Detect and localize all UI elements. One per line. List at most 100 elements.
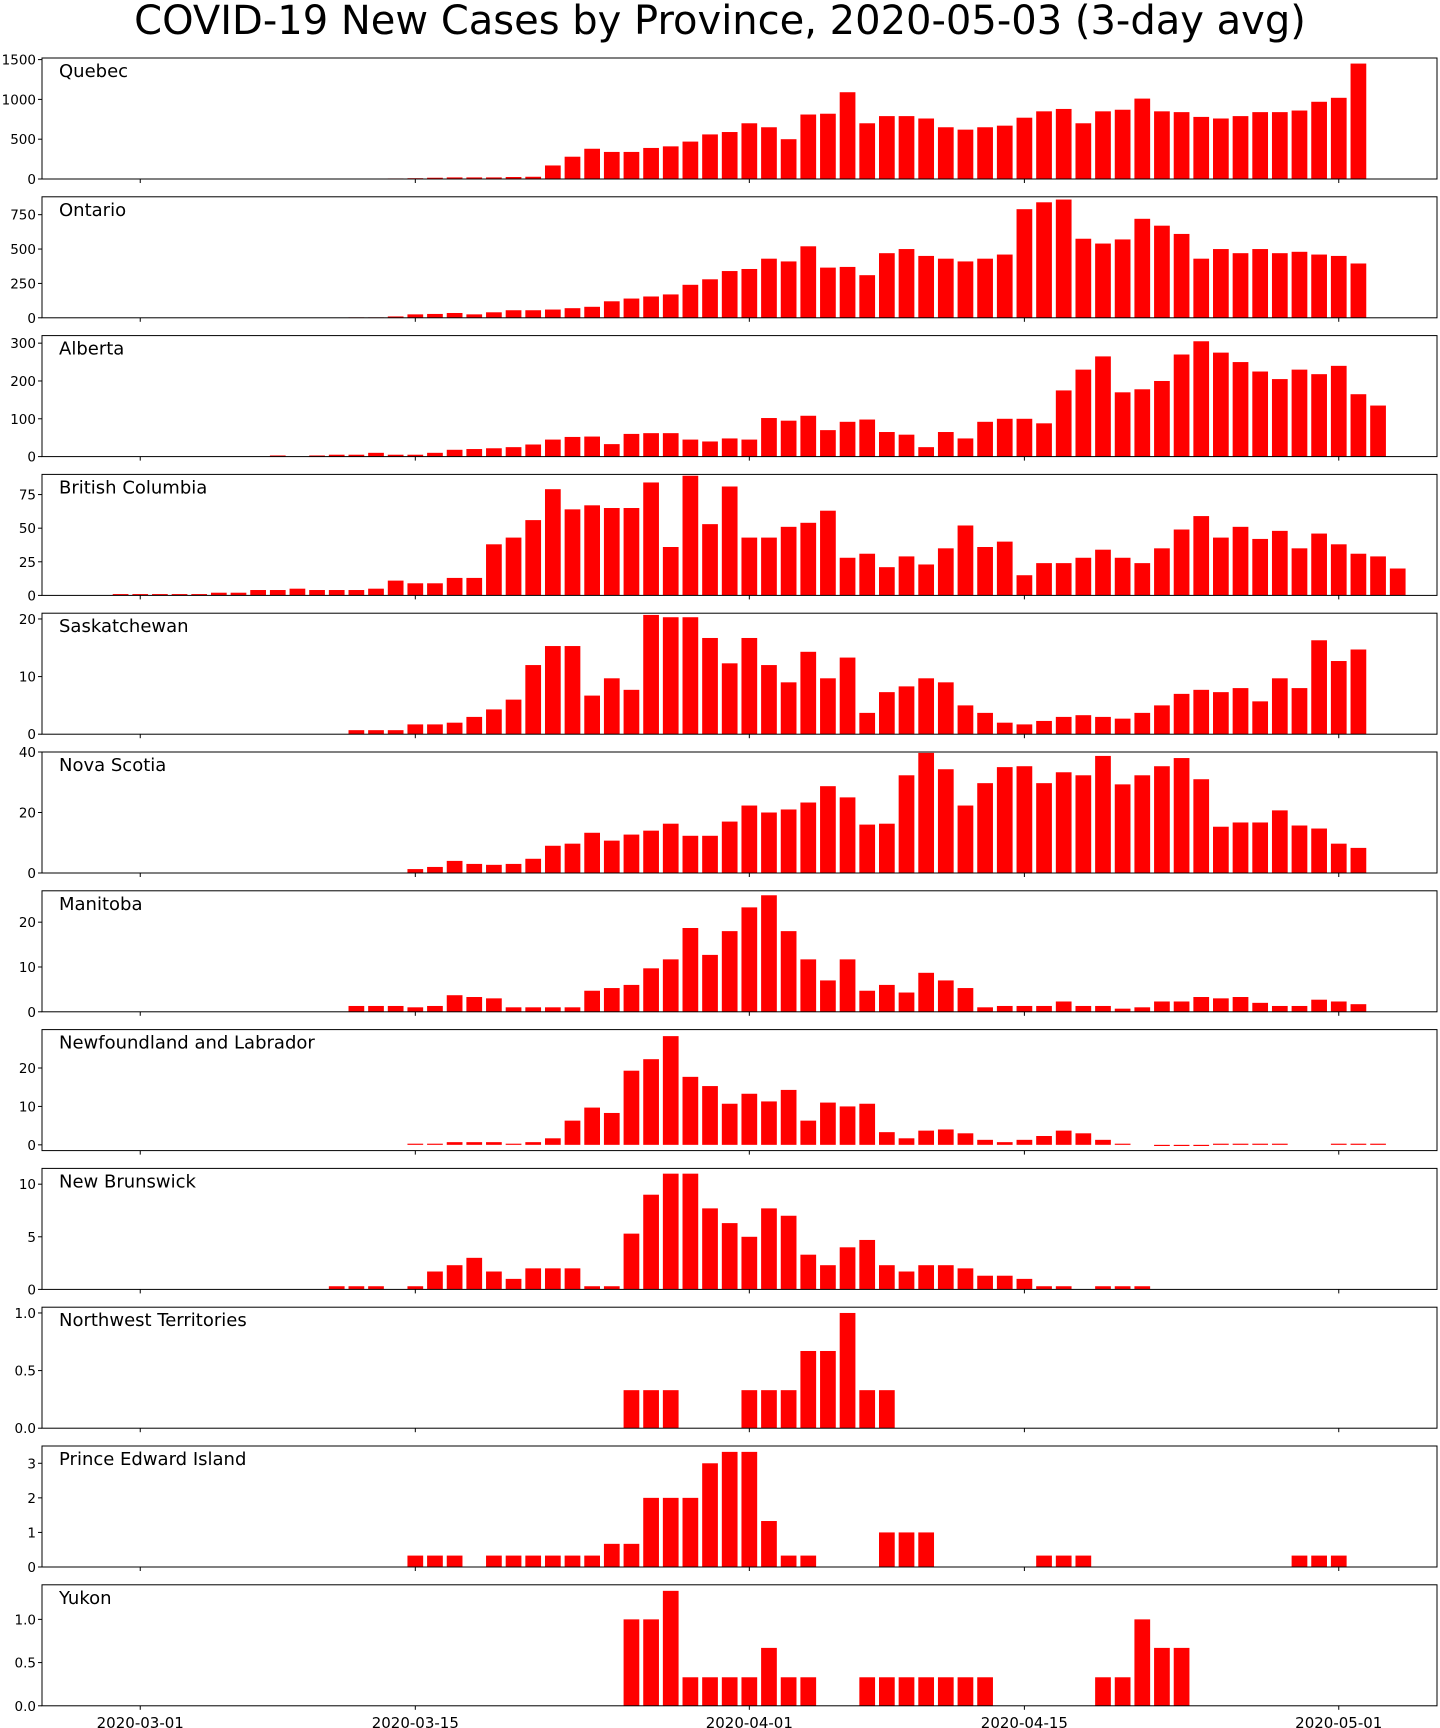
panel-label: Yukon xyxy=(58,1588,112,1609)
bar-nova-scotia xyxy=(544,845,561,873)
bar-quebec xyxy=(839,92,856,179)
bar-prince-edward-island xyxy=(761,1521,777,1567)
bar-british-columbia xyxy=(957,525,974,596)
bar-manitoba xyxy=(1114,1008,1131,1012)
bar-alberta xyxy=(1016,418,1033,457)
bar-new-brunswick xyxy=(820,1265,836,1290)
bar-saskatchewan xyxy=(839,657,856,735)
bar-nova-scotia xyxy=(1271,810,1288,873)
bar-prince-edward-island xyxy=(721,1451,738,1567)
bar-british-columbia xyxy=(1330,544,1347,596)
bar-quebec xyxy=(682,141,699,179)
bar-saskatchewan xyxy=(937,682,954,735)
bar-newfoundland-and-labrador xyxy=(1114,1143,1131,1145)
bar-newfoundland-and-labrador xyxy=(1370,1143,1386,1145)
bar-newfoundland-and-labrador xyxy=(702,1086,718,1145)
bar-prince-edward-island xyxy=(879,1532,895,1567)
bar-prince-edward-island xyxy=(486,1555,502,1567)
bar-manitoba xyxy=(623,984,640,1012)
y-tick-label: 10 xyxy=(19,1177,36,1193)
bar-alberta xyxy=(1193,341,1210,457)
bar-british-columbia xyxy=(780,526,797,596)
bar-alberta xyxy=(1271,379,1288,457)
y-tick-label: 1000 xyxy=(2,92,36,108)
bar-newfoundland-and-labrador xyxy=(1095,1139,1111,1145)
bar-british-columbia xyxy=(407,583,424,596)
bar-alberta xyxy=(427,452,443,457)
bar-northwest-territories xyxy=(662,1390,679,1429)
bar-nova-scotia xyxy=(682,835,699,873)
bar-british-columbia xyxy=(250,590,266,596)
bar-yukon xyxy=(721,1677,738,1706)
panel-label: Manitoba xyxy=(59,894,143,915)
bar-newfoundland-and-labrador xyxy=(937,1129,954,1145)
panel-quebec: 0 500 1000 1500 Quebec xyxy=(2,53,1438,188)
bar-manitoba xyxy=(721,931,738,1012)
bar-ontario xyxy=(1173,233,1190,318)
bar-nova-scotia xyxy=(1016,766,1033,873)
bar-nova-scotia xyxy=(937,769,954,873)
bar-saskatchewan xyxy=(1114,718,1131,735)
bar-prince-edward-island xyxy=(584,1555,600,1567)
axes-frame xyxy=(41,612,1438,735)
bar-saskatchewan xyxy=(603,678,620,735)
axes-frame xyxy=(41,473,1438,596)
bar-northwest-territories xyxy=(839,1312,856,1429)
bar-newfoundland-and-labrador xyxy=(486,1142,502,1145)
bar-new-brunswick xyxy=(859,1239,876,1290)
bar-saskatchewan xyxy=(407,724,424,735)
bar-northwest-territories xyxy=(643,1390,659,1429)
bar-new-brunswick xyxy=(761,1208,777,1290)
bar-british-columbia xyxy=(741,537,758,596)
bar-yukon xyxy=(1173,1647,1190,1706)
bar-quebec xyxy=(859,123,876,179)
bar-alberta xyxy=(702,441,718,457)
bar-manitoba xyxy=(368,1005,384,1012)
bar-northwest-territories xyxy=(800,1350,817,1429)
bar-alberta xyxy=(328,454,345,457)
bar-nova-scotia xyxy=(761,812,777,873)
axes-frame xyxy=(41,1306,1438,1429)
bar-saskatchewan xyxy=(1252,701,1269,735)
bar-newfoundland-and-labrador xyxy=(564,1120,581,1145)
bar-nova-scotia xyxy=(1036,783,1052,873)
bar-british-columbia xyxy=(171,594,188,596)
bar-alberta xyxy=(1055,390,1072,457)
bar-alberta xyxy=(957,438,974,457)
bar-alberta xyxy=(721,438,738,457)
bar-ontario xyxy=(1154,225,1170,318)
bar-alberta xyxy=(1075,369,1092,457)
bar-british-columbia xyxy=(1114,557,1131,596)
bar-alberta xyxy=(879,432,895,457)
bar-manitoba xyxy=(427,1005,443,1012)
y-tick-label: 0 xyxy=(27,1282,36,1298)
bar-newfoundland-and-labrador xyxy=(741,1093,758,1145)
axes-frame xyxy=(41,1167,1438,1290)
bar-manitoba xyxy=(682,928,699,1012)
bar-quebec xyxy=(957,129,974,179)
bar-saskatchewan xyxy=(1193,689,1210,735)
bar-ontario xyxy=(1055,199,1072,318)
bar-saskatchewan xyxy=(368,730,384,735)
y-tick-label: 0 xyxy=(27,866,36,882)
bar-new-brunswick xyxy=(564,1268,581,1290)
bar-saskatchewan xyxy=(800,651,817,735)
y-tick-label: 300 xyxy=(10,336,36,352)
bar-newfoundland-and-labrador xyxy=(1213,1143,1229,1145)
bar-ontario xyxy=(682,284,699,318)
bar-manitoba xyxy=(544,1007,561,1012)
bar-manitoba xyxy=(407,1007,424,1012)
y-tick-label: 1500 xyxy=(2,53,36,69)
bar-manitoba xyxy=(1311,999,1327,1012)
bar-manitoba xyxy=(1075,1005,1092,1012)
axes-frame xyxy=(41,1029,1438,1152)
bar-saskatchewan xyxy=(957,705,974,735)
bar-british-columbia xyxy=(230,592,247,596)
bar-manitoba xyxy=(702,954,718,1012)
bar-prince-edward-island xyxy=(1311,1555,1327,1567)
bar-newfoundland-and-labrador xyxy=(662,1036,679,1145)
bar-quebec xyxy=(584,148,600,179)
bar-quebec xyxy=(643,147,659,179)
bar-ontario xyxy=(721,271,738,318)
bar-ontario xyxy=(859,275,876,318)
